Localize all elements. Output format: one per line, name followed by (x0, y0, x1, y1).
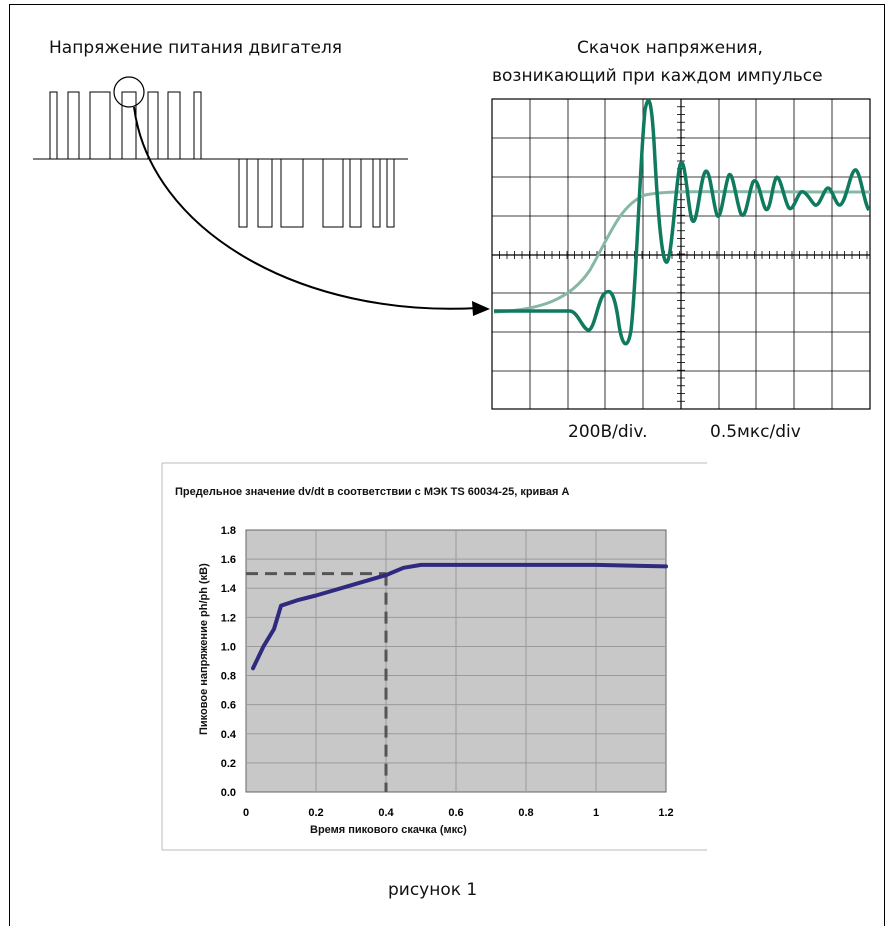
y-axis-label: Пиковое напряжение ph/ph (кВ) (198, 563, 210, 735)
motor-voltage-label: Напряжение питания двигателя (49, 38, 343, 58)
zoom-circle (113, 76, 145, 108)
x-tick-label: 0.8 (518, 807, 533, 819)
y-tick-label: 1.2 (221, 612, 236, 624)
x-tick-label: 0.6 (448, 807, 463, 819)
volts-per-div-label: 200В/div. (568, 422, 648, 442)
y-tick-label: 1.6 (221, 554, 236, 566)
x-tick-label: 1 (593, 807, 599, 819)
arrowhead-icon (472, 301, 490, 316)
y-tick-label: 0.6 (221, 700, 236, 712)
y-tick-label: 1.4 (221, 583, 237, 595)
spike-title-line1: Скачок напряжения, (577, 38, 763, 58)
oscilloscope-screen (491, 98, 871, 410)
y-tick-label: 0.4 (221, 729, 237, 741)
figure-frame (9, 4, 885, 926)
dvdt-chart: 0 0.2 0.4 0.6 0.8 1 1.2 0.0 0.2 0.4 0.6 0.8 1.0 1.2 1.… (161, 462, 707, 851)
x-tick-label: 0.4 (378, 807, 394, 819)
negative-pulses (238, 159, 395, 228)
zoom-arrow (133, 106, 479, 310)
chart-series-line (251, 562, 668, 671)
y-tick-label: 1.8 (221, 525, 236, 537)
x-tick-label: 0.2 (308, 807, 323, 819)
y-tick-label: 1.0 (221, 641, 236, 653)
y-tick-label: 0.2 (221, 758, 236, 770)
y-tick-label: 0.8 (221, 671, 236, 683)
scope-trace-ringing (494, 98, 871, 346)
spike-title-line2: возникающий при каждом импульсе (492, 66, 823, 86)
y-tick-label: 0.0 (221, 787, 236, 799)
positive-pulses (49, 91, 202, 159)
x-axis-label: Время пикового скачка (мкс) (310, 824, 467, 836)
x-tick-label: 0 (243, 807, 249, 819)
scope-trace-rise (493, 190, 871, 314)
chart-title: Предельное значение dv/dt в соответствии… (175, 486, 570, 498)
figure-caption: рисунок 1 (388, 880, 478, 900)
time-per-div-label: 0.5мкс/div (710, 422, 801, 442)
x-tick-label: 1.2 (658, 807, 673, 819)
